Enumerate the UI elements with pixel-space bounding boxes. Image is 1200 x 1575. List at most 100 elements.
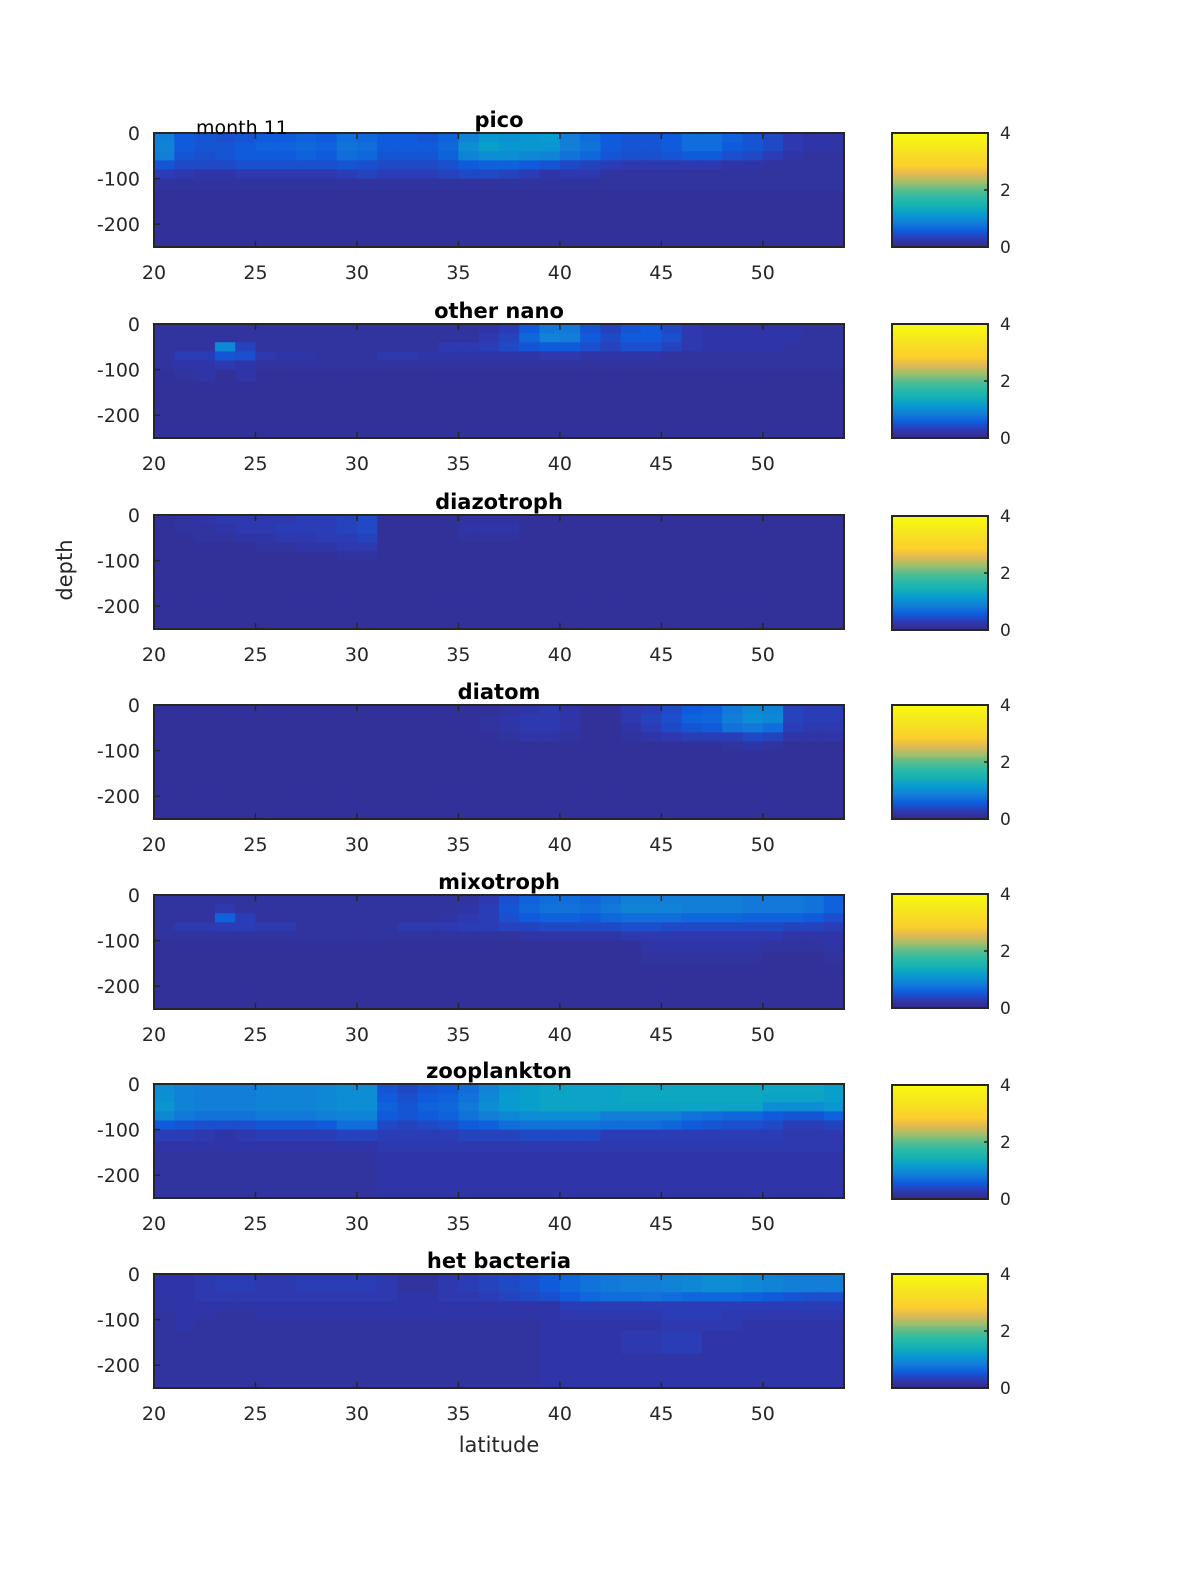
heatmap-cell	[214, 1093, 236, 1103]
heatmap-cell	[823, 133, 845, 143]
heatmap-cell	[174, 360, 196, 371]
heatmap-cell	[316, 426, 338, 439]
heatmap-cell	[417, 224, 439, 237]
heatmap-cell	[214, 1301, 236, 1312]
heatmap-cell	[316, 1376, 338, 1389]
heatmap-cell	[661, 342, 683, 352]
heatmap-cell	[275, 212, 297, 225]
heatmap-cell	[316, 997, 338, 1010]
heatmap-cell	[235, 542, 257, 553]
heatmap-cell	[701, 1163, 723, 1176]
heatmap-cell	[499, 515, 520, 525]
heatmap-cell	[701, 1186, 723, 1199]
heatmap-cell	[539, 922, 561, 933]
heatmap-cell	[316, 784, 338, 797]
heatmap-cell	[275, 551, 297, 562]
heatmap-cell	[539, 784, 561, 797]
heatmap-cell	[823, 1102, 845, 1112]
heatmap-cell	[519, 762, 541, 774]
heatmap-cell	[600, 1129, 622, 1142]
heatmap-cell	[235, 1292, 257, 1302]
heatmap-cell	[661, 922, 683, 933]
heatmap-cell	[336, 705, 358, 715]
heatmap-cell	[641, 1102, 662, 1112]
heatmap-cell	[762, 796, 784, 809]
heatmap-cell	[296, 1376, 317, 1389]
heatmap-cell	[661, 178, 683, 191]
month-annotation: month 11	[196, 117, 288, 139]
heatmap-cell	[803, 1129, 825, 1142]
heatmap-cell	[255, 333, 277, 343]
heatmap-cell	[823, 560, 845, 573]
heatmap-cell	[377, 151, 399, 161]
heatmap-cell	[722, 773, 744, 786]
heatmap-cell	[316, 133, 338, 143]
heatmap-cell	[478, 169, 500, 180]
heatmap-cell	[519, 741, 541, 752]
heatmap-cell	[417, 190, 439, 202]
heatmap-cell	[377, 1319, 399, 1332]
heatmap-cell	[235, 1331, 257, 1343]
y-tick-label: -100	[97, 931, 140, 953]
heatmap-cell	[661, 333, 683, 343]
heatmap-cell	[275, 1163, 297, 1176]
heatmap-cell	[803, 324, 825, 334]
heatmap-cell	[275, 963, 297, 976]
heatmap-cell	[356, 572, 378, 584]
heatmap-cell	[539, 1292, 561, 1302]
heatmap-cell	[275, 997, 297, 1010]
heatmap-cell	[559, 403, 581, 416]
heatmap-cell	[458, 714, 480, 724]
heatmap-cell	[316, 922, 338, 933]
heatmap-cell	[316, 1175, 338, 1188]
heatmap-cell	[701, 723, 723, 733]
heatmap-cell	[762, 403, 784, 416]
heatmap-cell	[316, 1129, 338, 1142]
heatmap-cell	[235, 403, 257, 416]
heatmap-cell	[438, 324, 460, 334]
heatmap-cell	[214, 351, 236, 362]
heatmap-cell	[681, 606, 703, 619]
heatmap-cell	[681, 895, 703, 905]
heatmap-cell	[641, 732, 662, 743]
heatmap-cell	[681, 551, 703, 562]
heatmap-cell	[641, 931, 662, 942]
heatmap-cell	[296, 796, 317, 809]
heatmap-cell	[255, 895, 277, 905]
heatmap-cell	[154, 773, 175, 786]
heatmap-cell	[214, 542, 236, 553]
heatmap-cell	[478, 714, 500, 724]
heatmap-cell	[742, 741, 764, 752]
heatmap-cell	[194, 542, 216, 553]
heatmap-cell	[296, 542, 317, 553]
heatmap-cell	[600, 1365, 622, 1378]
heatmap-cell	[783, 542, 805, 553]
heatmap-cell	[559, 784, 581, 797]
x-tick-label: 45	[649, 834, 673, 856]
heatmap-cell	[275, 415, 297, 428]
heatmap-cell	[438, 1319, 460, 1332]
heatmap-cell	[275, 1102, 297, 1112]
heatmap-cell	[214, 904, 236, 914]
heatmap-cell	[600, 594, 622, 607]
heatmap-cell	[580, 1152, 602, 1165]
heatmap-cell	[296, 1274, 317, 1284]
heatmap-cell	[762, 342, 784, 352]
heatmap-cell	[559, 963, 581, 976]
heatmap-cell	[316, 333, 338, 343]
heatmap-cell	[762, 913, 784, 923]
x-tick-label: 25	[243, 834, 267, 856]
heatmap-cell	[417, 1310, 439, 1321]
heatmap-cell	[438, 931, 460, 942]
heatmap-cell	[336, 895, 358, 905]
heatmap-cell	[356, 796, 378, 809]
heatmap-cell	[154, 224, 175, 237]
heatmap-cell	[803, 606, 825, 619]
heatmap-cell	[580, 922, 602, 933]
heatmap-cell	[600, 1120, 622, 1131]
heatmap-cell	[356, 1292, 378, 1302]
heatmap-cell	[681, 931, 703, 942]
heatmap-cell	[620, 1186, 642, 1199]
heatmap-cell	[478, 542, 500, 553]
heatmap-cell	[154, 524, 175, 534]
